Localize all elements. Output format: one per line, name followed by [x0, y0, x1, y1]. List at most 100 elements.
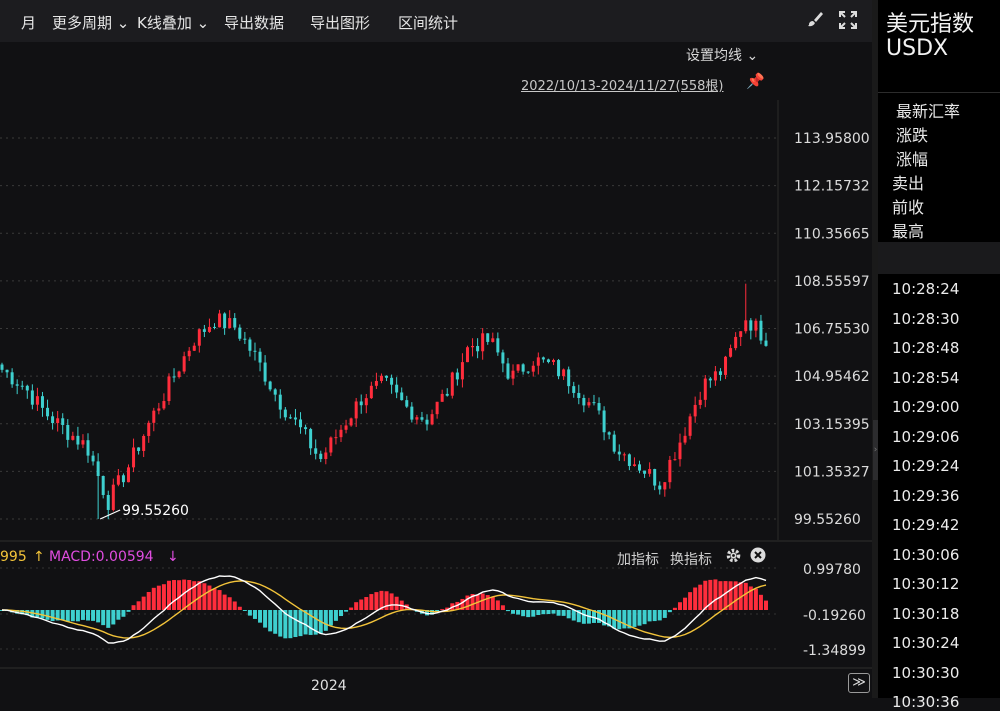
price-tick-label: 101.35327 [794, 464, 870, 480]
macd-histogram-bar [313, 610, 318, 635]
macd-histogram-bar [60, 610, 65, 621]
macd-histogram-bar [758, 594, 763, 610]
macd-histogram-bar [126, 610, 131, 612]
macd-histogram-bar [662, 610, 667, 618]
macd-histogram-bar [622, 610, 627, 629]
macd-tick-label: 0.99780 [803, 562, 861, 578]
scroll-right-button[interactable]: ≫ [848, 673, 870, 693]
gear-icon[interactable] [725, 547, 742, 568]
candle-body [663, 482, 667, 490]
macd-histogram-bar [344, 610, 349, 612]
candle-body [369, 385, 373, 399]
candle-body [101, 475, 105, 495]
add-indicator-button[interactable]: 加指标 [617, 552, 659, 568]
candle-body [253, 350, 257, 352]
candle-body [106, 494, 110, 510]
macd-histogram-bar [647, 610, 652, 622]
brush-icon[interactable] [806, 10, 824, 33]
candle-body [385, 375, 389, 378]
candle-body [152, 410, 156, 423]
export-data-button[interactable]: 导出数据 [224, 14, 285, 32]
period-month-button[interactable]: 月 [21, 14, 37, 32]
change-label: 涨跌 [896, 126, 929, 145]
macd-histogram-bar [258, 610, 263, 623]
candle-body [455, 372, 459, 380]
macd-histogram-bar [394, 596, 399, 610]
macd-histogram-bar [637, 610, 642, 626]
candle-body [202, 329, 206, 332]
candle-body [0, 364, 4, 370]
candle-body [521, 364, 525, 372]
panel-splitter[interactable] [872, 0, 878, 698]
macd-histogram-bar [116, 610, 121, 620]
candle-body [258, 351, 262, 363]
collapse-handle-icon[interactable]: › [873, 420, 878, 480]
range-stats-button[interactable]: 区间统计 [398, 14, 459, 32]
macd-histogram-bar [460, 598, 465, 610]
close-icon[interactable] [750, 547, 766, 567]
macd-histogram-bar [733, 581, 738, 610]
macd-histogram-bar [136, 601, 141, 610]
macd-histogram-bar [364, 597, 369, 610]
candle-body [698, 399, 702, 405]
price-tick-label: 108.55597 [794, 274, 870, 290]
macd-histogram-bar [288, 610, 293, 639]
chart-area[interactable]: 113.95800 112.15732 110.35665 108.55597 106.… [0, 42, 872, 698]
candle-body [121, 475, 125, 483]
candle-body [273, 389, 277, 395]
candle-body [390, 377, 394, 385]
candle-body [243, 338, 247, 340]
macd-histogram-bar [516, 610, 521, 615]
macd-histogram-bar [338, 610, 343, 617]
down-arrow-icon: ↓ [167, 549, 179, 565]
more-periods-dropdown[interactable]: 更多周期 ⌄ [52, 14, 130, 32]
macd-histogram-bar [521, 610, 526, 617]
macd-histogram-bar [440, 609, 445, 611]
fullscreen-icon[interactable] [838, 10, 858, 35]
candle-body [5, 369, 9, 373]
macd-histogram-bar [556, 610, 561, 616]
k-line-overlay-dropdown[interactable]: K线叠加 ⌄ [137, 14, 210, 32]
quote-sidebar: 美元指数 USDX 最新汇率 涨跌 涨幅 卖出 前收 最高 10:28:24 10… [878, 0, 1000, 711]
macd-histogram-bar [242, 610, 247, 611]
candle-body [228, 318, 232, 329]
macd-histogram-bar [465, 595, 470, 610]
candle-body [395, 384, 399, 393]
macd-histogram-bar [374, 592, 379, 610]
pin-icon[interactable]: 📌 [746, 72, 765, 90]
macd-histogram-bar [166, 580, 171, 610]
switch-indicator-button[interactable]: 换指标 [670, 552, 712, 568]
candle-body [238, 327, 242, 339]
macd-histogram-bar [667, 610, 672, 613]
candle-body [602, 410, 606, 433]
macd-histogram-bar [197, 581, 202, 610]
macd-histogram-bar [445, 607, 450, 610]
macd-histogram-bar [111, 610, 116, 625]
candlestick-chart[interactable]: 113.95800 112.15732 110.35665 108.55597 106.… [0, 42, 872, 698]
export-chart-button[interactable]: 导出图形 [310, 14, 371, 32]
tick-time: 10:30:18 [892, 604, 960, 623]
macd-histogram-bar [703, 580, 708, 610]
candle-body [612, 434, 616, 452]
ma-settings-dropdown[interactable]: 设置均线 ⌄ [686, 48, 759, 64]
macd-histogram-bar [50, 610, 55, 622]
change-pct-label: 涨幅 [896, 150, 929, 169]
price-tick-label: 112.15732 [794, 179, 870, 195]
macd-histogram-bar [389, 593, 394, 610]
macd-histogram-bar [192, 581, 197, 610]
candle-body [147, 422, 151, 436]
macd-histogram-bar [156, 585, 161, 610]
candle-body [526, 371, 530, 373]
low-marker-arrow [99, 509, 121, 520]
up-arrow-icon: ↑ [33, 549, 45, 565]
x-axis-year-label: 2024 [311, 678, 347, 694]
price-tick-label: 99.55260 [794, 512, 861, 528]
candle-body [471, 346, 475, 348]
macd-histogram-bar [369, 594, 374, 610]
candle-body [374, 380, 378, 386]
date-range-label[interactable]: 2022/10/13-2024/11/27(558根) [521, 79, 724, 94]
macd-histogram-bar [384, 591, 389, 610]
macd-histogram-bar [511, 610, 516, 614]
macd-histogram-bar [217, 590, 222, 610]
macd-histogram-bar [91, 610, 96, 621]
